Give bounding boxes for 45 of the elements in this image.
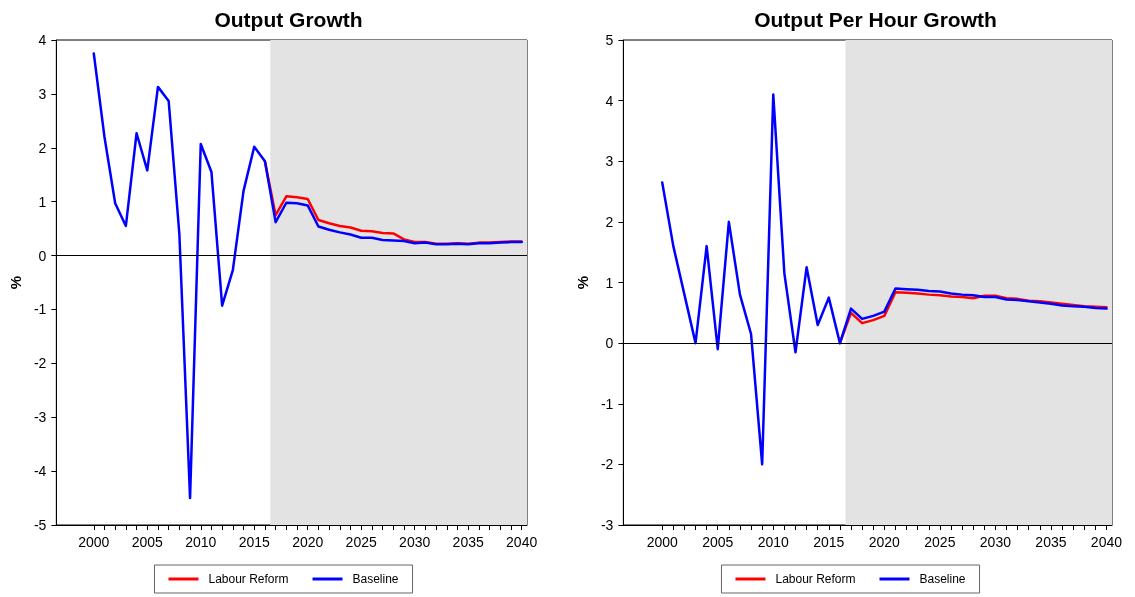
y-tick-label: 3 <box>38 85 47 102</box>
y-tick-label: 1 <box>38 193 47 210</box>
x-tick-label: 2020 <box>868 534 901 550</box>
chart-title: Output Growth <box>214 8 363 31</box>
x-tick-label: 2010 <box>185 534 217 550</box>
legend-label: Labour Reform <box>775 572 856 586</box>
x-tick-label: 2035 <box>452 534 484 550</box>
y-tick-label: 5 <box>605 32 614 48</box>
y-tick-label: 0 <box>605 335 614 352</box>
x-tick-label: 2025 <box>924 534 956 550</box>
x-tick-label: 2000 <box>78 534 110 550</box>
y-tick-label: 4 <box>605 92 614 109</box>
x-tick-label: 2015 <box>813 534 845 550</box>
x-tick-label: 2020 <box>292 534 324 550</box>
y-tick-label: 2 <box>38 139 47 156</box>
x-tick-label: 2030 <box>399 534 431 550</box>
x-tick-label: 2015 <box>238 534 271 550</box>
y-tick-label: 2 <box>605 213 614 230</box>
y-tick-label: -1 <box>33 301 47 318</box>
y-tick-label: 4 <box>38 32 47 48</box>
y-tick-label: -5 <box>33 517 47 533</box>
legend-label: Baseline <box>919 572 966 586</box>
y-tick-label: -2 <box>33 355 47 372</box>
x-tick-label: 2025 <box>345 534 377 550</box>
chart-title: Output Per Hour Growth <box>754 8 997 31</box>
y-axis-title: % <box>574 275 591 290</box>
x-tick-label: 2030 <box>979 534 1012 550</box>
x-tick-label: 2005 <box>702 534 734 550</box>
x-tick-label: 2040 <box>506 534 538 550</box>
y-tick-label: -2 <box>600 456 614 473</box>
y-tick-label: 0 <box>38 247 47 264</box>
x-tick-label: 2010 <box>757 534 790 550</box>
x-tick-label: 2035 <box>1035 534 1067 550</box>
x-tick-label: 2040 <box>1090 534 1123 550</box>
y-tick-label: 3 <box>605 153 614 170</box>
y-tick-label: 1 <box>605 274 614 291</box>
y-tick-label: -3 <box>33 409 47 426</box>
y-tick-label: -4 <box>33 463 47 480</box>
x-tick-label: 2005 <box>131 534 164 550</box>
y-tick-label: -3 <box>600 517 614 533</box>
x-tick-label: 2000 <box>646 534 678 550</box>
y-axis-title: % <box>7 275 24 290</box>
legend-label: Labour Reform <box>208 572 289 586</box>
legend-label: Baseline <box>352 572 399 586</box>
y-tick-label: -1 <box>600 395 614 412</box>
